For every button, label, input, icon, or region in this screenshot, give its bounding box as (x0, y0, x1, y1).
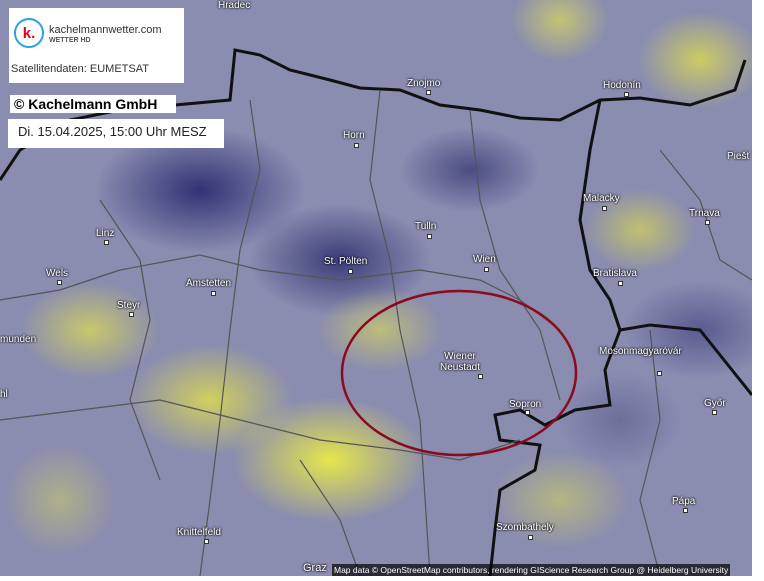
city-label: hl (0, 389, 8, 400)
country-border (488, 329, 622, 576)
city-marker (426, 90, 431, 95)
country-border (0, 48, 747, 181)
city-label: Malacky (583, 193, 620, 204)
satellite-map[interactable]: Hradec Znojmo Hodonín Piešť Horn Malacky… (0, 0, 752, 576)
city-marker (57, 280, 62, 285)
city-label: Szombathely (496, 522, 554, 533)
highlight-ellipse (340, 289, 578, 457)
city-label: Trnava (689, 208, 720, 219)
logo-site: kachelmannwetter.com (49, 24, 162, 36)
city-label: Győr (704, 398, 726, 409)
city-label: Znojmo (407, 78, 441, 89)
city-label: munden (0, 334, 37, 345)
city-marker (204, 539, 209, 544)
border-lines (0, 48, 752, 576)
city-marker (478, 374, 483, 379)
city-label: Hradec (218, 0, 251, 11)
city-marker (129, 312, 134, 317)
city-marker (484, 267, 489, 272)
city-label: Sopron (509, 399, 542, 410)
city-marker (211, 291, 216, 296)
country-border (578, 99, 752, 396)
city-label: Tulln (415, 221, 437, 232)
timestamp: Di. 15.04.2025, 15:00 Uhr MESZ (8, 119, 224, 148)
city-marker (624, 92, 629, 97)
logo-box[interactable]: k. kachelmannwetter.com WETTER HD Satell… (9, 8, 184, 83)
city-marker (427, 234, 432, 239)
city-marker (705, 220, 710, 225)
city-marker (525, 410, 530, 415)
logo-icon: k. (14, 18, 44, 48)
city-marker (657, 371, 662, 376)
city-label: Steyr (117, 300, 141, 311)
city-marker (683, 508, 688, 513)
city-label: Hodonín (603, 80, 641, 91)
city-label: Wels (46, 268, 69, 279)
city-label: Linz (96, 228, 115, 239)
city-label: Horn (343, 130, 365, 141)
city-label: Wiener Neustadt (440, 351, 481, 373)
city-marker (348, 269, 353, 274)
city-marker (618, 281, 623, 286)
city-label: Graz (303, 562, 327, 574)
map-attribution: Map data © OpenStreetMap contributors, r… (332, 564, 731, 576)
city-marker (602, 206, 607, 211)
city-label: Knittelfeld (177, 527, 221, 538)
city-label: Wien (473, 254, 496, 265)
city-label: Mosonmagyaróvár (599, 346, 682, 357)
city-label: Amstetten (186, 278, 232, 289)
city-marker (712, 410, 717, 415)
data-source: Satellitendaten: EUMETSAT (11, 63, 149, 75)
city-label: Piešť (727, 151, 751, 162)
copyright: © Kachelmann GmbH (10, 95, 176, 113)
city-label: Bratislava (593, 268, 637, 279)
logo-sub: WETTER HD (49, 37, 91, 44)
city-marker (354, 143, 359, 148)
city-label: Pápa (672, 496, 696, 507)
city-marker (104, 240, 109, 245)
city-marker (528, 535, 533, 540)
city-label: St. Pölten (324, 256, 368, 267)
